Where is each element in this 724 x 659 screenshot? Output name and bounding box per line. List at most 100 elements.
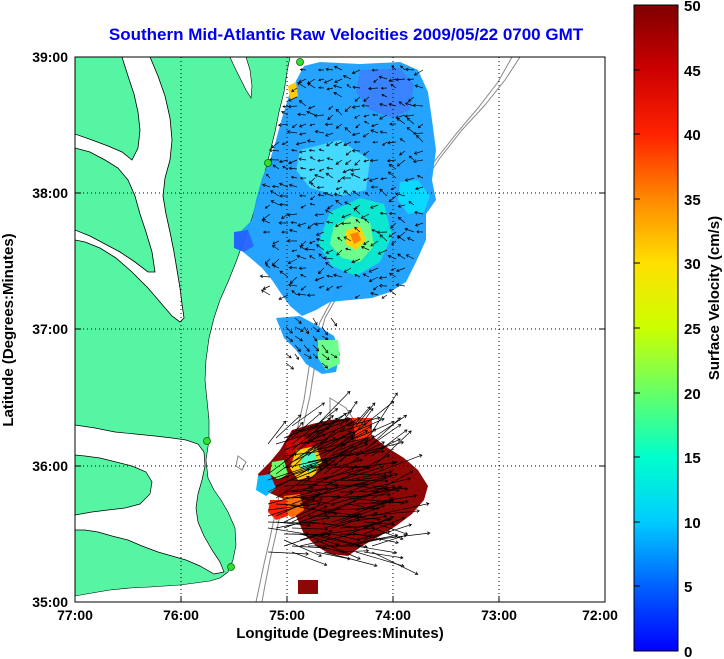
velocity-arrow [287, 258, 298, 265]
velocity-arrow [278, 182, 289, 188]
velocity-arrow [291, 87, 298, 92]
velocity-arrow [387, 254, 397, 260]
velocity-arrow [347, 470, 393, 481]
station-marker [296, 58, 304, 66]
velocity-arrow [291, 290, 298, 296]
velocity-arrow [371, 228, 379, 233]
x-axis-label: Longitude (Degrees:Minutes) [236, 625, 444, 642]
velocity-arrow [304, 247, 316, 251]
velocity-arrow [376, 230, 388, 235]
velocity-arrow [354, 204, 361, 209]
velocity-arrow [326, 157, 334, 161]
velocity-arrow [291, 417, 339, 457]
velocity-arrow [406, 117, 415, 125]
velocity-arrow [283, 507, 316, 523]
velocity-arrow [326, 166, 334, 170]
velocity-arrow [347, 400, 395, 439]
velocity-arrow [268, 148, 280, 153]
colorbar-label: Surface Velocity (cm/s) [706, 216, 723, 380]
velocity-arrow [264, 258, 271, 265]
velocity-arrow [306, 110, 316, 116]
hfr-stations [203, 58, 304, 571]
velocity-arrow [344, 127, 352, 134]
velocity-arrow [354, 96, 361, 102]
chart-title: Southern Mid-Atlantic Raw Velocities 200… [109, 25, 584, 44]
velocity-arrow [364, 192, 370, 197]
velocity-arrow [339, 504, 386, 523]
velocity-arrow [333, 192, 343, 197]
velocity-arrow [278, 221, 289, 225]
velocity-arrow [317, 267, 325, 275]
colorbar-tick: 40 [684, 127, 701, 144]
velocity-arrow [417, 123, 424, 129]
velocity-arrow [399, 138, 406, 143]
velocity-arrow [371, 485, 402, 499]
velocity-arrow [327, 114, 334, 120]
velocity-arrow [308, 148, 316, 152]
velocity-arrow [275, 445, 316, 475]
velocity-arrow [389, 289, 397, 296]
velocity-arrow [300, 166, 307, 170]
velocity-arrow [290, 175, 298, 179]
velocity-arrow [315, 390, 351, 427]
velocity-arrow [368, 267, 379, 273]
velocity-arrow [377, 249, 388, 255]
velocity-arrow [352, 85, 361, 90]
velocity-arrow [299, 245, 307, 251]
velocity-arrow [323, 430, 352, 451]
velocity-arrow [355, 477, 411, 493]
velocity-arrow [307, 222, 316, 229]
velocity-arrow [352, 190, 361, 197]
velocity-arrow [267, 468, 310, 493]
velocity-arrow [283, 532, 325, 547]
velocity-arrow [355, 545, 398, 555]
y-tick-labels: 39:00 38:00 37:00 36:00 35:00 [32, 49, 68, 610]
velocity-arrow [331, 457, 360, 475]
velocity-arrow [310, 182, 316, 188]
velocity-arrow [395, 77, 406, 82]
velocity-arrow [339, 465, 384, 481]
velocity-arrow [281, 141, 289, 146]
velocity-arrow [309, 255, 316, 260]
velocity-arrow [275, 475, 310, 499]
velocity-arrow [331, 440, 369, 457]
velocity-arrow [299, 460, 335, 487]
velocity-arrow [303, 326, 310, 335]
velocity-arrow [363, 177, 370, 182]
velocity-arrow [335, 186, 343, 191]
velocity-arrow [343, 267, 352, 273]
velocity-arrow [404, 102, 415, 107]
velocity-arrow [413, 150, 424, 155]
velocity-arrow [355, 441, 386, 457]
velocity-arrow [390, 83, 397, 89]
velocity-arrow [286, 213, 298, 217]
velocity-arrow [371, 123, 379, 128]
velocity-arrow [291, 435, 347, 463]
velocity-arrow [294, 353, 299, 360]
velocity-arrow [363, 454, 391, 469]
velocity-arrow [323, 525, 375, 535]
velocity-arrow [303, 344, 310, 352]
velocity-arrow [342, 168, 352, 174]
velocity-arrow [354, 114, 361, 119]
velocity-arrow [379, 114, 388, 120]
velocity-arrow [309, 123, 316, 127]
velocity-arrow [395, 283, 406, 287]
velocity-arrow [307, 445, 354, 475]
velocity-arrow [335, 108, 343, 116]
velocity-arrow [281, 213, 289, 220]
velocity-arrow [407, 96, 415, 102]
velocity-arrow [288, 228, 298, 233]
x-tick-labels: 77:00 76:00 75:00 74:00 73:00 72:00 [57, 607, 618, 623]
velocity-arrow [339, 548, 370, 553]
velocity-arrow [363, 150, 370, 156]
velocity-arrow [371, 430, 412, 469]
velocity-arrow [306, 139, 316, 143]
colorbar-tick: 10 [684, 515, 701, 532]
velocity-arrow [397, 216, 406, 224]
velocity-arrow [362, 273, 370, 278]
velocity-arrow [290, 221, 298, 225]
velocity-arrow [306, 293, 316, 298]
velocity-arrow [294, 344, 301, 353]
velocity-arrow [317, 193, 325, 197]
